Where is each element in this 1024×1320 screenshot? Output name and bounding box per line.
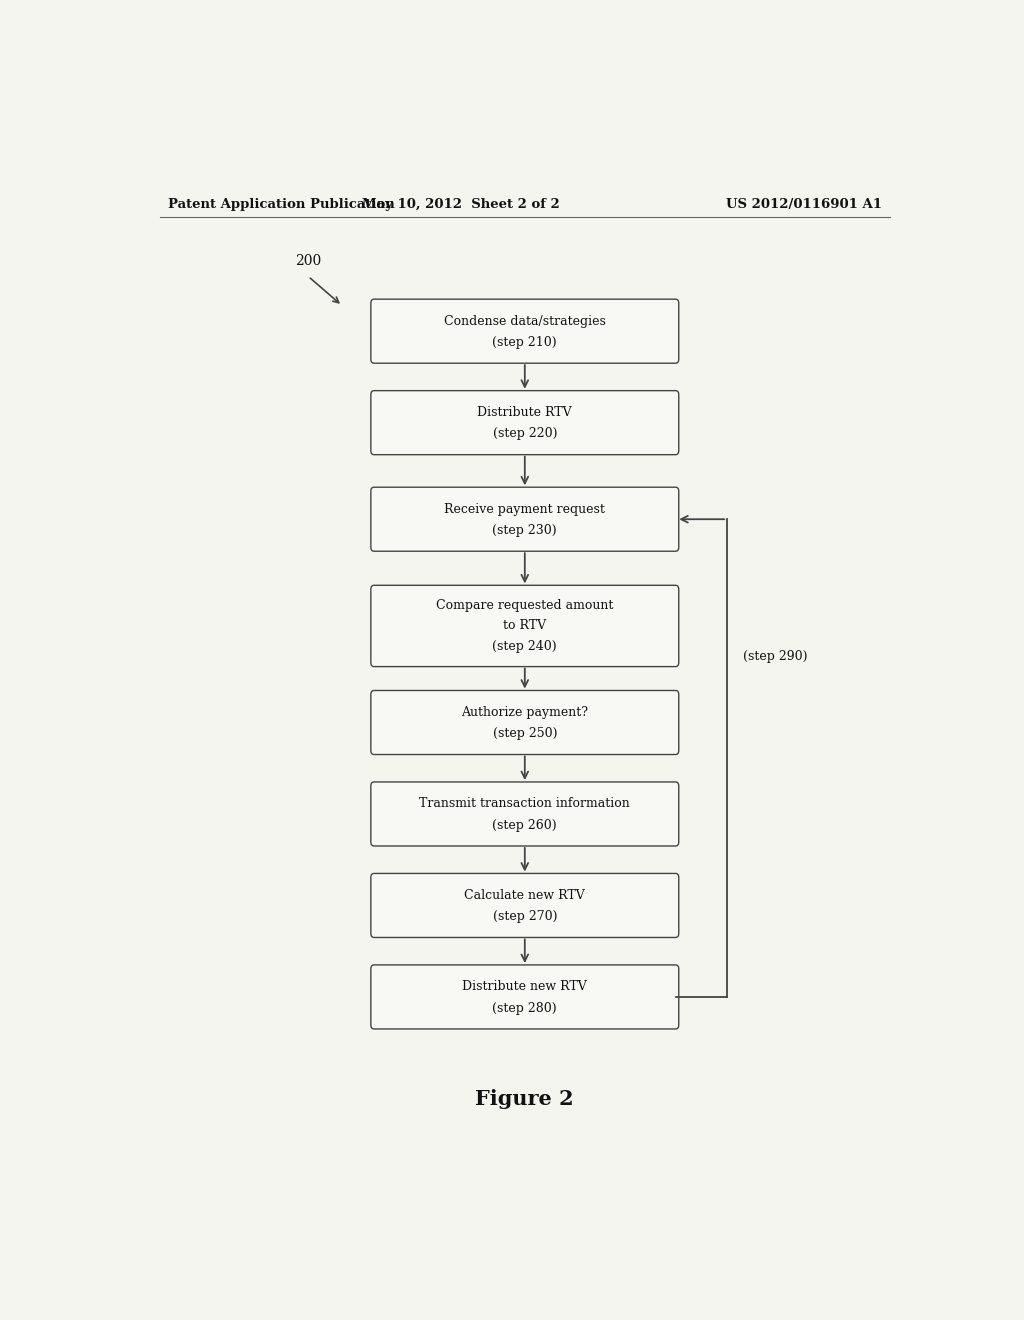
Text: Authorize payment?: Authorize payment? — [461, 706, 589, 719]
FancyBboxPatch shape — [371, 487, 679, 552]
Text: Transmit transaction information: Transmit transaction information — [420, 797, 630, 810]
Text: (step 210): (step 210) — [493, 335, 557, 348]
FancyBboxPatch shape — [371, 585, 679, 667]
Text: May 10, 2012  Sheet 2 of 2: May 10, 2012 Sheet 2 of 2 — [362, 198, 560, 211]
Text: (step 280): (step 280) — [493, 1002, 557, 1015]
Text: (step 290): (step 290) — [743, 649, 808, 663]
FancyBboxPatch shape — [371, 391, 679, 454]
FancyBboxPatch shape — [371, 874, 679, 937]
Text: Patent Application Publication: Patent Application Publication — [168, 198, 394, 211]
Text: (step 250): (step 250) — [493, 727, 557, 741]
Text: Condense data/strategies: Condense data/strategies — [443, 314, 606, 327]
FancyBboxPatch shape — [371, 965, 679, 1030]
Text: (step 220): (step 220) — [493, 428, 557, 441]
Text: 200: 200 — [295, 255, 321, 268]
Text: Receive payment request: Receive payment request — [444, 503, 605, 516]
Text: (step 270): (step 270) — [493, 909, 557, 923]
Text: Distribute RTV: Distribute RTV — [477, 407, 572, 420]
Text: US 2012/0116901 A1: US 2012/0116901 A1 — [726, 198, 882, 211]
Text: (step 230): (step 230) — [493, 524, 557, 537]
Text: (step 240): (step 240) — [493, 640, 557, 653]
Text: Distribute new RTV: Distribute new RTV — [463, 981, 587, 994]
Text: Calculate new RTV: Calculate new RTV — [465, 888, 585, 902]
Text: Compare requested amount: Compare requested amount — [436, 599, 613, 612]
Text: (step 260): (step 260) — [493, 818, 557, 832]
Text: to RTV: to RTV — [503, 619, 547, 632]
Text: Figure 2: Figure 2 — [475, 1089, 574, 1109]
FancyBboxPatch shape — [371, 781, 679, 846]
FancyBboxPatch shape — [371, 690, 679, 755]
FancyBboxPatch shape — [371, 300, 679, 363]
